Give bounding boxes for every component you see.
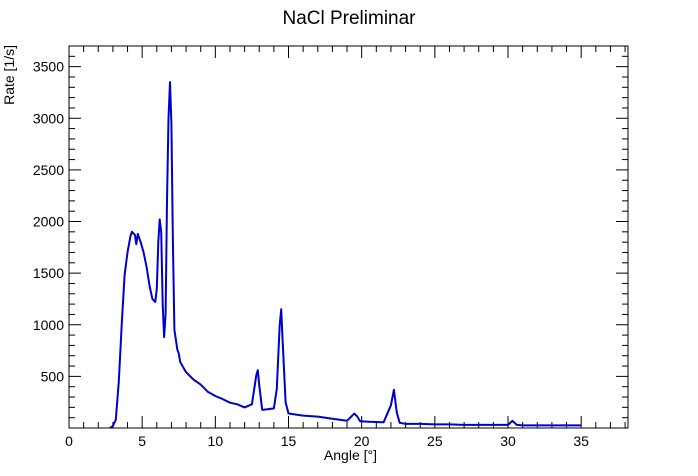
y-tick-label: 2000 — [33, 214, 64, 230]
y-axis-label: Rate [1/s] — [1, 45, 17, 105]
x-tick-label: 10 — [208, 433, 224, 449]
x-tick-label: 20 — [354, 433, 370, 449]
y-tick-label: 3000 — [33, 110, 64, 126]
x-tick-label: 15 — [281, 433, 297, 449]
axis-ticks — [68, 46, 628, 428]
axis-tick-labels: 0 5 10 15 20 25 30 35 500 1000 1500 2000 2500 3000 350… — [33, 59, 589, 449]
y-tick-label: 1000 — [33, 317, 64, 333]
x-tick-label: 35 — [573, 433, 589, 449]
y-tick-label: 2500 — [33, 162, 64, 178]
y-tick-label: 500 — [41, 368, 65, 384]
y-tick-label: 1500 — [33, 265, 64, 281]
x-tick-label: 0 — [65, 433, 73, 449]
y-tick-label: 3500 — [33, 59, 64, 75]
plot-frame — [68, 45, 629, 429]
x-tick-label: 5 — [138, 433, 146, 449]
x-tick-label: 30 — [500, 433, 516, 449]
x-tick-label: 25 — [427, 433, 443, 449]
x-axis-label: Angle [°] — [324, 447, 377, 463]
data-series-line — [109, 81, 582, 429]
chart-title: NaCl Preliminar — [282, 8, 416, 29]
